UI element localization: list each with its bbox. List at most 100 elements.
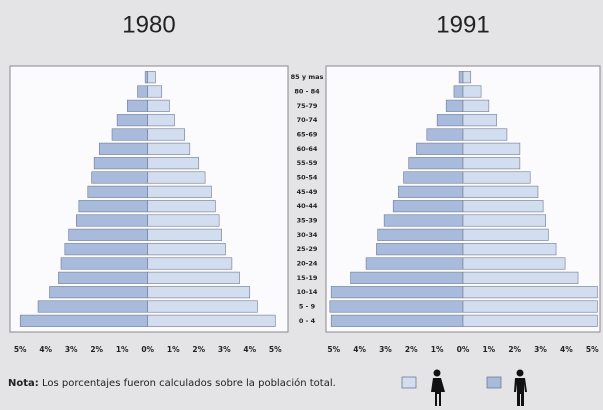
- bar: [147, 185, 212, 198]
- bar: [462, 243, 557, 256]
- bar: [147, 200, 216, 213]
- bar: [350, 271, 464, 284]
- bar: [147, 99, 170, 112]
- bar: [60, 257, 149, 270]
- bar: [58, 271, 149, 284]
- bar: [78, 200, 149, 213]
- age-label: 10-14: [297, 288, 318, 296]
- bar: [376, 243, 464, 256]
- bar: [147, 85, 163, 98]
- bar: [330, 314, 464, 327]
- note-text: Los porcentajes fueron calculados sobre …: [42, 377, 336, 389]
- bar: [98, 142, 149, 155]
- bar: [116, 114, 149, 127]
- x-tick-label: 5%: [269, 345, 282, 354]
- x-tick-label: 5%: [586, 345, 599, 354]
- bar: [462, 142, 521, 155]
- age-label: 55-59: [297, 159, 318, 167]
- bar: [111, 128, 149, 141]
- bar: [462, 314, 598, 327]
- bar: [408, 157, 464, 170]
- female-icon: [431, 369, 445, 406]
- x-tick-label: 2%: [508, 345, 521, 354]
- bar: [365, 257, 464, 270]
- bar: [147, 314, 276, 327]
- bar: [462, 214, 547, 227]
- age-label: 0 - 4: [299, 317, 316, 325]
- bar: [462, 71, 472, 84]
- bar: [436, 114, 464, 127]
- age-label: 75-79: [297, 102, 318, 110]
- bar: [329, 300, 464, 313]
- bar: [147, 286, 251, 299]
- bar: [330, 286, 464, 299]
- age-label: 60-64: [297, 145, 318, 153]
- age-label: 70-74: [297, 116, 318, 124]
- bar: [462, 128, 508, 141]
- x-tick-label: 0%: [457, 345, 470, 354]
- bar: [147, 300, 258, 313]
- x-tick-label: 4%: [243, 345, 256, 354]
- bar: [147, 171, 206, 184]
- x-tick-label: 2%: [90, 345, 103, 354]
- age-label: 5 - 9: [299, 303, 316, 311]
- bar: [445, 99, 464, 112]
- bar: [398, 185, 464, 198]
- bar: [462, 171, 531, 184]
- chart-title: 1991: [436, 11, 489, 38]
- age-label: 35-39: [297, 217, 318, 225]
- bar: [147, 271, 240, 284]
- bar: [64, 243, 149, 256]
- bar: [403, 171, 464, 184]
- x-tick-label: 1%: [482, 345, 495, 354]
- bar: [462, 114, 497, 127]
- age-label: 80 - 84: [294, 88, 320, 96]
- bar: [462, 257, 566, 270]
- bar: [462, 85, 482, 98]
- x-tick-label: 1%: [167, 345, 180, 354]
- x-tick-label: 1%: [116, 345, 129, 354]
- bar: [37, 300, 149, 313]
- bar: [392, 200, 464, 213]
- note: Nota: Los porcentajes fueron calculados …: [8, 377, 336, 389]
- legend-swatch: [401, 376, 417, 389]
- x-tick-label: 0%: [141, 345, 154, 354]
- bar: [462, 200, 544, 213]
- bar: [462, 286, 598, 299]
- bar: [49, 286, 149, 299]
- x-tick-label: 4%: [353, 345, 366, 354]
- bar: [458, 71, 464, 84]
- note-label: Nota:: [8, 378, 39, 389]
- x-tick-label: 3%: [65, 345, 78, 354]
- x-tick-label: 3%: [218, 345, 231, 354]
- bar: [147, 243, 226, 256]
- bar: [462, 228, 549, 241]
- age-label: 20-24: [297, 260, 318, 268]
- bar: [137, 85, 149, 98]
- age-label: 50-54: [297, 174, 318, 182]
- bar: [76, 214, 149, 227]
- x-tick-label: 3%: [534, 345, 547, 354]
- bar: [462, 271, 579, 284]
- bar: [144, 71, 149, 84]
- bar: [453, 85, 464, 98]
- bar: [377, 228, 464, 241]
- age-label: 30-34: [297, 231, 318, 239]
- bar: [127, 99, 149, 112]
- x-tick-label: 1%: [431, 345, 444, 354]
- bar: [19, 314, 149, 327]
- age-label: 45-49: [297, 188, 318, 196]
- x-tick-label: 4%: [560, 345, 573, 354]
- bar: [462, 300, 598, 313]
- male-icon: [514, 369, 527, 406]
- bar: [426, 128, 464, 141]
- chart-title: 1980: [122, 11, 175, 38]
- bar: [93, 157, 149, 170]
- bar: [147, 257, 233, 270]
- bar: [147, 128, 186, 141]
- age-label: 25-29: [297, 245, 318, 253]
- x-tick-label: 5%: [14, 345, 27, 354]
- bar: [462, 185, 539, 198]
- x-tick-label: 2%: [405, 345, 418, 354]
